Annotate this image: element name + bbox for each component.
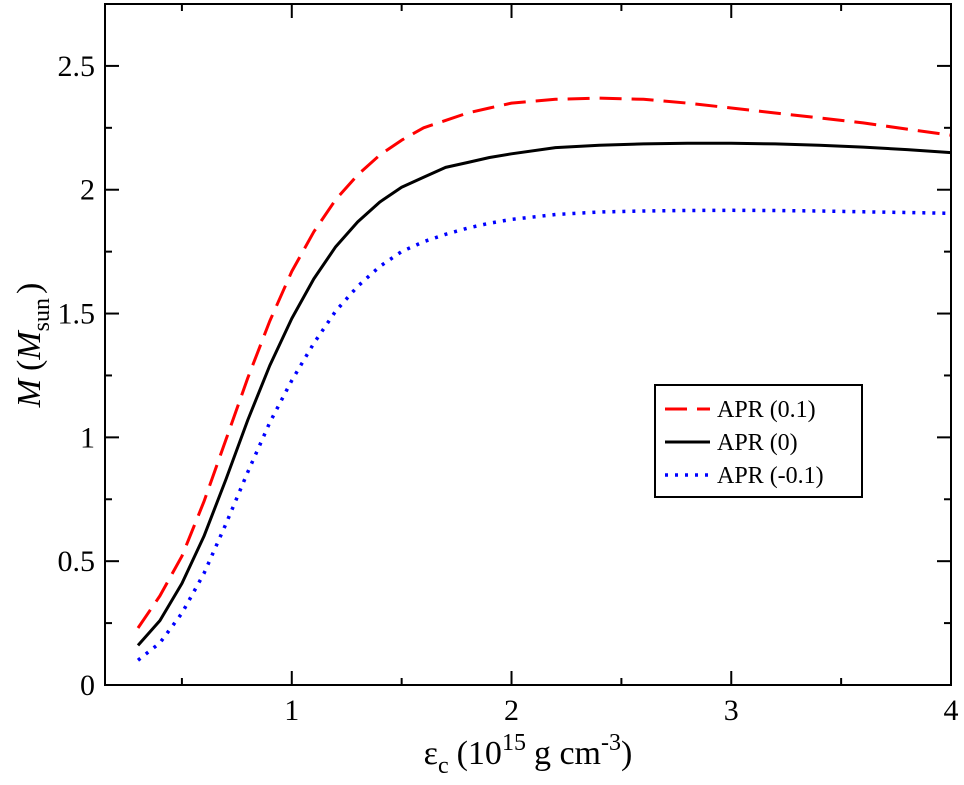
x-axis-symbol: ε bbox=[424, 735, 438, 772]
y-tick-label: 0.5 bbox=[58, 545, 96, 578]
x-axis-exponent: 15 bbox=[502, 730, 526, 756]
x-tick-label: 2 bbox=[504, 694, 519, 727]
x-tick-label: 1 bbox=[284, 694, 299, 727]
x-axis-unit-exponent: -3 bbox=[601, 730, 621, 756]
series-layer bbox=[136, 96, 952, 662]
x-axis-symbol-sub: c bbox=[438, 753, 449, 779]
x-axis-unit: g cm bbox=[534, 735, 601, 772]
x-axis-open: (10 bbox=[457, 735, 502, 772]
series-line-apr-0.1- bbox=[136, 96, 952, 629]
plot-frame bbox=[104, 3, 952, 686]
x-tick-label: 3 bbox=[724, 694, 739, 727]
y-tick-label: 2.5 bbox=[58, 50, 96, 83]
y-tick-label: 2 bbox=[80, 174, 95, 207]
y-axis-open: ( bbox=[11, 360, 48, 371]
x-tick-label: 4 bbox=[944, 694, 959, 727]
y-axis-title: M(Msun) bbox=[11, 283, 55, 409]
ticks-layer bbox=[105, 3, 952, 686]
series-line-apr--0.1- bbox=[136, 208, 952, 662]
series-line-apr-0- bbox=[136, 141, 952, 647]
y-axis-title-group: M(Msun) bbox=[11, 283, 55, 409]
legend: APR (0.1) APR (0) APR (-0.1) bbox=[654, 384, 863, 498]
x-axis-close: ) bbox=[621, 735, 632, 772]
y-tick-label: 0 bbox=[80, 669, 95, 702]
y-tick-label: 1 bbox=[80, 421, 95, 454]
y-axis-unit-sub: sun bbox=[29, 298, 55, 331]
legend-label-apr-0: APR (0) bbox=[717, 430, 798, 456]
y-tick-label: 1.5 bbox=[58, 298, 96, 331]
x-axis-title: εc (1015 g cm-3) bbox=[424, 730, 633, 779]
legend-label-apr-0.1: APR (0.1) bbox=[717, 397, 816, 423]
y-axis-unit-symbol: M bbox=[11, 330, 48, 361]
legend-label-apr-minus-0.1: APR (-0.1) bbox=[717, 463, 824, 489]
y-axis-symbol: M bbox=[11, 377, 48, 408]
y-axis-close: ) bbox=[11, 283, 48, 294]
tick-labels: 1 2 3 4 0 0.5 1 1.5 2 2.5 bbox=[58, 50, 959, 727]
